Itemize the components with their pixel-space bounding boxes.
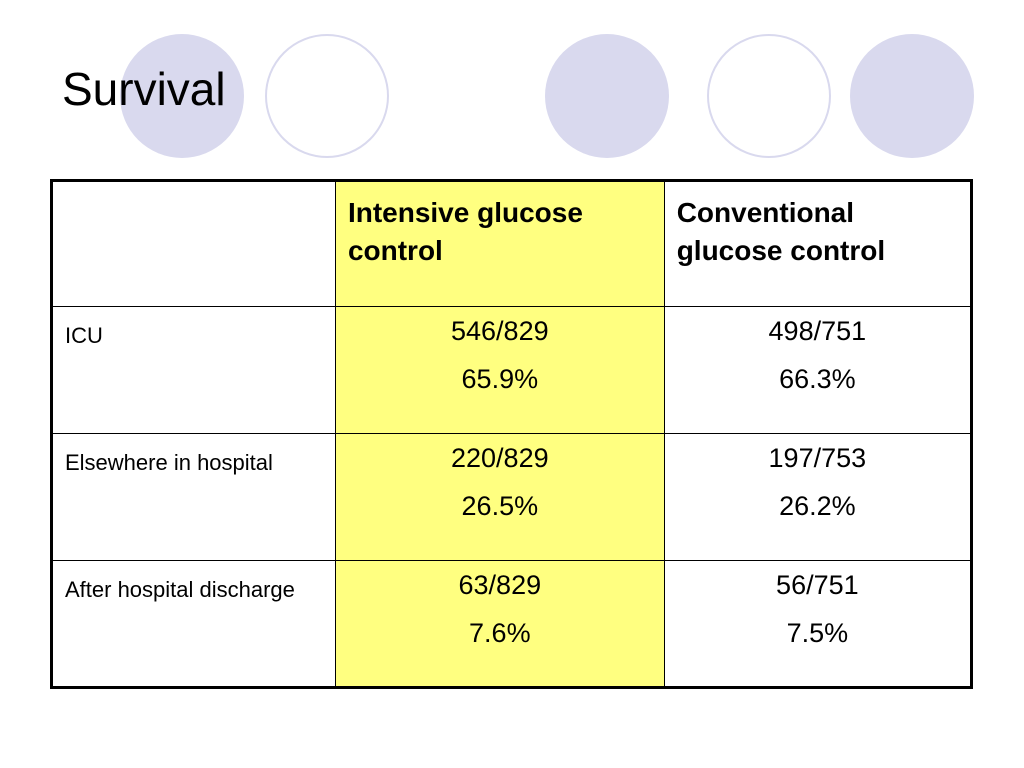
intensive-percent: 26.5%	[461, 491, 539, 521]
conventional-cell: 56/751 7.5%	[663, 560, 973, 688]
decorative-circle-outline	[265, 34, 389, 158]
intensive-count: 546/829	[451, 316, 549, 346]
intensive-percent: 7.6%	[469, 618, 531, 648]
row-label: ICU	[65, 323, 103, 348]
conventional-cell: 197/753 26.2%	[663, 433, 973, 561]
table-row: Elsewhere in hospital 220/829 26.5% 197/…	[51, 433, 973, 561]
table-row: After hospital discharge 63/829 7.6% 56/…	[51, 560, 973, 688]
conventional-count: 197/753	[768, 443, 867, 473]
header-cell-intensive: Intensive glucose control	[334, 180, 665, 307]
intensive-count: 220/829	[451, 443, 549, 473]
row-label-cell: After hospital discharge	[51, 560, 336, 688]
decorative-circle-filled	[120, 34, 244, 158]
conventional-count: 498/751	[768, 316, 867, 346]
intensive-percent: 65.9%	[461, 364, 539, 394]
row-label: Elsewhere in hospital	[65, 450, 273, 475]
conventional-count: 56/751	[776, 570, 859, 600]
header-label-empty	[53, 182, 335, 194]
conventional-percent: 66.3%	[779, 364, 856, 394]
intensive-cell: 63/829 7.6%	[334, 560, 665, 688]
header-cell-conventional: Conventional glucose control	[663, 180, 973, 307]
decorative-circle-filled	[545, 34, 669, 158]
table-header-row: Intensive glucose control Conventional g…	[51, 180, 973, 307]
conventional-percent: 26.2%	[779, 491, 856, 521]
conventional-cell: 498/751 66.3%	[663, 306, 973, 434]
header-intensive-label: Intensive glucose control	[347, 197, 583, 266]
table-row: ICU 546/829 65.9% 498/751 66.3%	[51, 306, 973, 434]
row-label-cell: ICU	[51, 306, 336, 434]
intensive-cell: 546/829 65.9%	[334, 306, 665, 434]
slide-title: Survival	[62, 63, 226, 115]
header-conventional-label: Conventional glucose control	[676, 197, 886, 266]
conventional-percent: 7.5%	[786, 618, 849, 648]
intensive-count: 63/829	[458, 570, 542, 600]
intensive-cell: 220/829 26.5%	[334, 433, 665, 561]
row-label-cell: Elsewhere in hospital	[51, 433, 336, 561]
survival-table: Intensive glucose control Conventional g…	[50, 179, 973, 689]
header-cell-empty	[51, 180, 336, 307]
decorative-circle-filled	[850, 34, 974, 158]
row-label: After hospital discharge	[65, 577, 295, 602]
decorative-circle-outline	[707, 34, 831, 158]
